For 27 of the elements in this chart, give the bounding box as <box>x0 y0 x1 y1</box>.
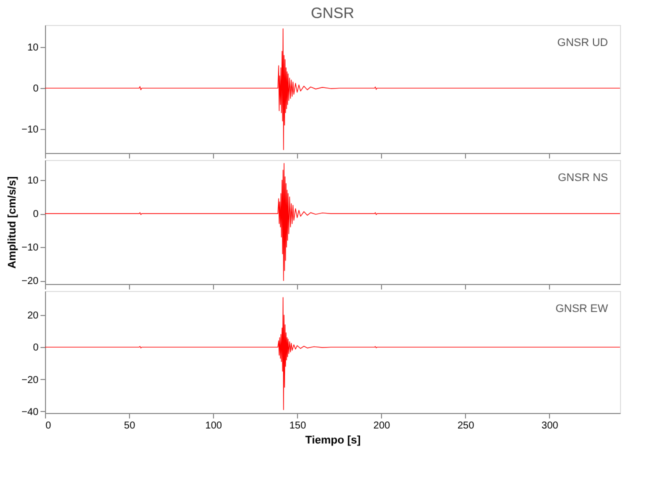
x-tick-label: 0 <box>46 420 52 432</box>
x-tick-label: 100 <box>205 420 222 432</box>
y-tick-label: 0 <box>32 342 39 354</box>
y-tick-label: −10 <box>22 124 39 136</box>
y-tick-label: −20 <box>22 374 39 386</box>
line-series <box>45 163 620 281</box>
y-tick-label: −40 <box>22 406 39 418</box>
y-tick-label: −20 <box>22 276 39 288</box>
x-tick-label: 250 <box>457 420 475 432</box>
chart-title: GNSR <box>310 5 354 22</box>
y-tick-label: 0 <box>32 84 39 95</box>
x-axis-title: Tiempo [s] <box>305 434 362 446</box>
x-tick-label: 50 <box>124 420 136 432</box>
text: GNSR NS <box>558 172 608 184</box>
text: GNSR UD <box>557 37 608 49</box>
y-tick-label: 10 <box>27 176 39 187</box>
x-tick-label: 150 <box>289 420 306 432</box>
y-tick-label: −10 <box>22 242 39 254</box>
y-tick-label: 20 <box>27 310 39 322</box>
y-tick-label: 0 <box>32 209 39 220</box>
y-tick-label: 10 <box>27 42 39 54</box>
line-series <box>45 28 620 150</box>
text: GNSR EW <box>555 303 609 315</box>
x-tick-label: 200 <box>373 420 391 432</box>
line-series <box>45 297 620 410</box>
y-axis-title: Amplitud [cm/s/s] <box>6 176 19 269</box>
x-tick-label: 300 <box>542 420 559 432</box>
